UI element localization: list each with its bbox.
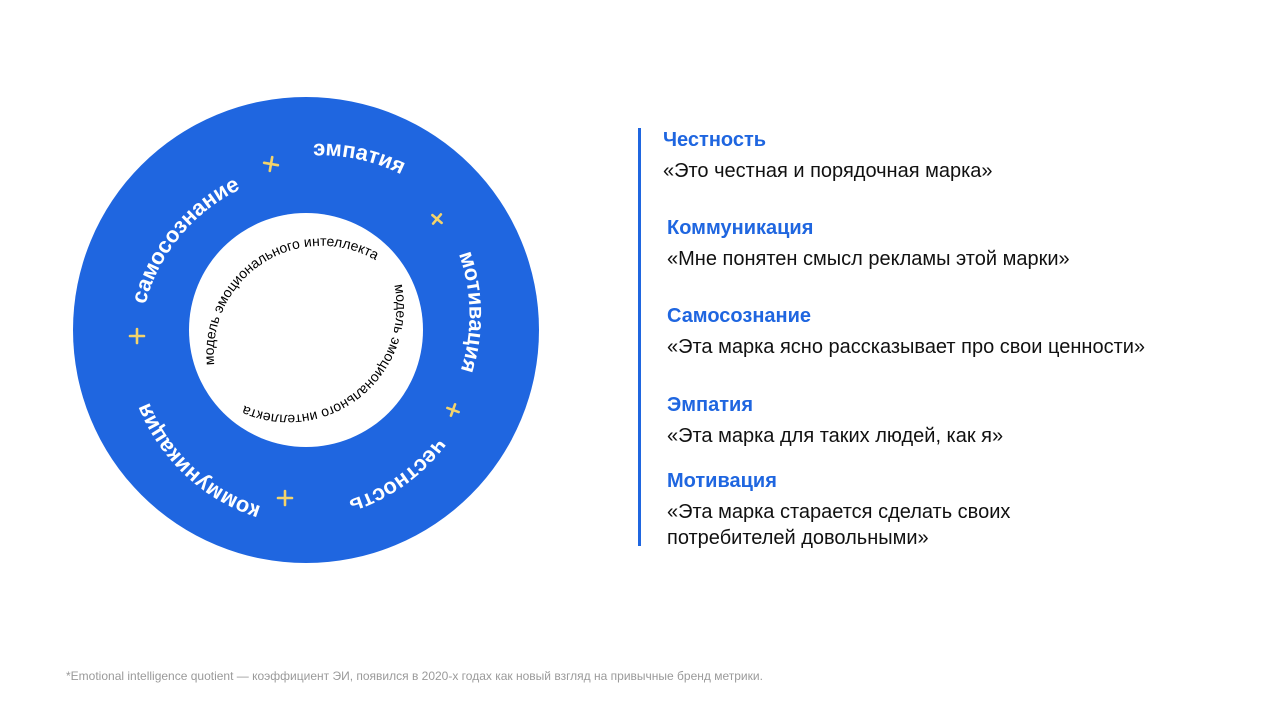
plus-icon [431, 213, 443, 225]
legend-item-text: «Эта марка старается сделать своих потре… [667, 501, 1011, 549]
legend-item-kommunikaciya: Коммуникация «Мне понятен смысл рекламы … [667, 216, 1247, 272]
emotional-intelligence-ring-diagram: эмпатия мотивация честность коммуникация… [73, 97, 539, 563]
legend-item-text: «Эта марка для таких людей, как я» [667, 425, 1004, 447]
legend-item-title: Самосознание [667, 305, 812, 327]
legend-item-motivaciya: Мотивация «Эта марка старается сделать с… [667, 469, 1087, 551]
legend-item-chestnost: Честность «Это честная и порядочная марк… [663, 128, 1243, 184]
plus-icon [276, 489, 294, 507]
legend-item-text: «Мне понятен смысл рекламы этой марки» [667, 248, 1070, 270]
plus-icon [262, 155, 280, 173]
legend-item-title: Эмпатия [667, 394, 753, 416]
plus-icon [128, 327, 146, 345]
legend-divider [638, 128, 641, 546]
legend-item-text: «Эта марка ясно рассказывает про свои це… [667, 336, 1146, 358]
legend-item-empatiya: Эмпатия «Эта марка для таких людей, как … [667, 393, 1247, 449]
plus-icon [446, 403, 460, 417]
footnote: *Emotional intelligence quotient — коэфф… [66, 669, 763, 683]
plus-marks [128, 155, 460, 507]
legend-item-text: «Это честная и порядочная марка» [663, 160, 993, 182]
inner-circle [189, 213, 423, 447]
legend-item-title: Честность [663, 129, 767, 151]
legend-item-title: Коммуникация [667, 217, 814, 239]
legend-item-title: Мотивация [667, 470, 777, 492]
legend-item-samosoznanie: Самосознание «Эта марка ясно рассказывае… [667, 304, 1247, 360]
legend: Честность «Это честная и порядочная марк… [638, 128, 1258, 549]
